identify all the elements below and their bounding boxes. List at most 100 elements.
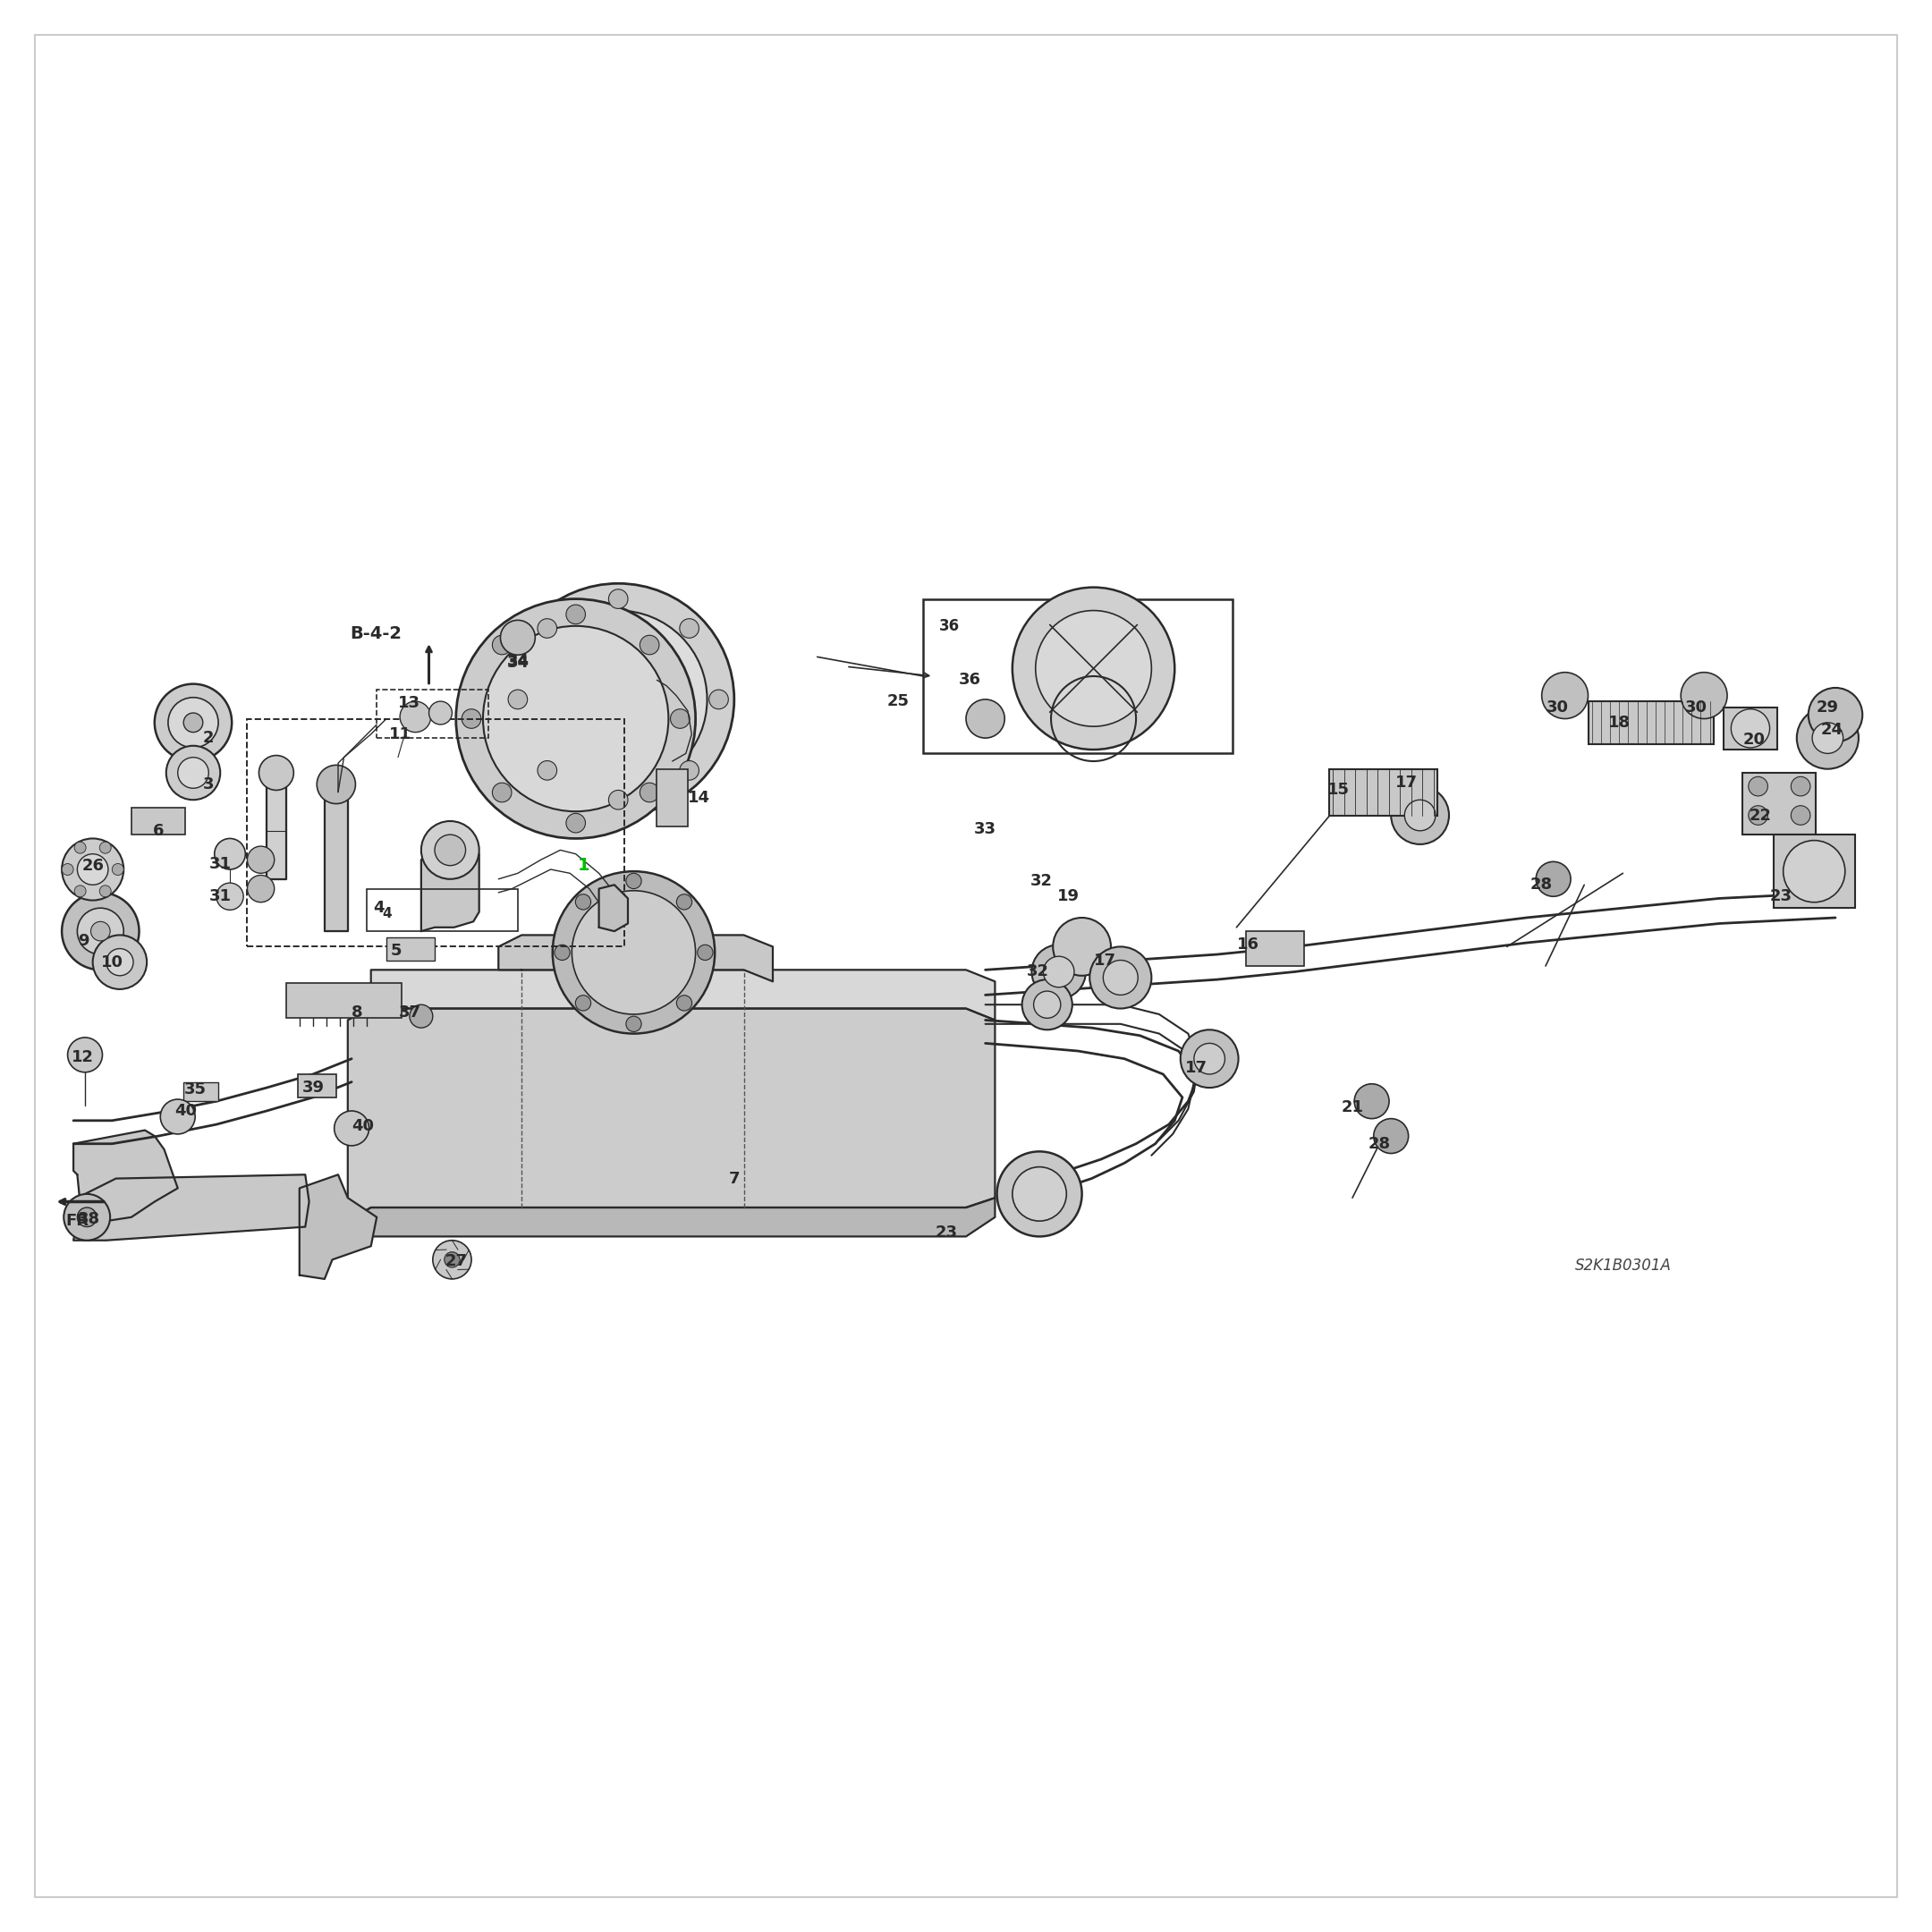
- Circle shape: [247, 875, 274, 902]
- Circle shape: [100, 842, 112, 854]
- Text: 32: 32: [1026, 964, 1049, 980]
- Text: 10: 10: [100, 954, 124, 970]
- Circle shape: [1681, 672, 1727, 719]
- Circle shape: [178, 757, 209, 788]
- Circle shape: [68, 1037, 102, 1072]
- Text: 13: 13: [398, 696, 421, 711]
- Text: 40: 40: [352, 1119, 375, 1134]
- Circle shape: [334, 1111, 369, 1146]
- Circle shape: [676, 995, 692, 1010]
- Text: 28: 28: [1530, 877, 1553, 893]
- Circle shape: [493, 782, 512, 802]
- Text: 23: 23: [935, 1225, 958, 1240]
- Circle shape: [626, 1016, 641, 1032]
- Text: 30: 30: [1546, 699, 1569, 715]
- Bar: [247, 719, 624, 947]
- Circle shape: [77, 1208, 97, 1227]
- Circle shape: [553, 871, 715, 1034]
- Circle shape: [433, 1240, 471, 1279]
- Circle shape: [1405, 800, 1435, 831]
- Circle shape: [168, 697, 218, 748]
- Circle shape: [1012, 587, 1175, 750]
- Text: 4: 4: [383, 908, 392, 920]
- Text: 30: 30: [1685, 699, 1708, 715]
- Text: 23: 23: [1770, 889, 1793, 904]
- Circle shape: [400, 701, 431, 732]
- Circle shape: [483, 626, 668, 811]
- Circle shape: [1043, 956, 1074, 987]
- Text: 17: 17: [1094, 952, 1117, 968]
- Circle shape: [1536, 862, 1571, 896]
- Circle shape: [73, 885, 85, 896]
- Circle shape: [421, 821, 479, 879]
- Text: 20: 20: [1743, 732, 1766, 748]
- Bar: [184, 1082, 218, 1101]
- Text: 3: 3: [203, 777, 214, 792]
- Polygon shape: [371, 970, 995, 1020]
- Text: S2K1B0301A: S2K1B0301A: [1575, 1258, 1671, 1273]
- Circle shape: [639, 782, 659, 802]
- Circle shape: [1053, 918, 1111, 976]
- Circle shape: [566, 605, 585, 624]
- Circle shape: [1103, 960, 1138, 995]
- Circle shape: [680, 618, 699, 638]
- Text: 6: 6: [153, 823, 164, 838]
- Text: 16: 16: [1236, 937, 1260, 952]
- Bar: [367, 889, 518, 931]
- Text: 26: 26: [81, 858, 104, 873]
- Circle shape: [576, 995, 591, 1010]
- Circle shape: [214, 838, 245, 869]
- Text: 34: 34: [506, 653, 529, 668]
- Circle shape: [609, 589, 628, 609]
- Circle shape: [1812, 723, 1843, 753]
- Circle shape: [508, 690, 527, 709]
- Bar: [386, 937, 435, 960]
- Text: 18: 18: [1607, 715, 1631, 730]
- Circle shape: [670, 709, 690, 728]
- Circle shape: [1542, 672, 1588, 719]
- Text: 36: 36: [958, 672, 981, 688]
- Circle shape: [1032, 945, 1086, 999]
- Circle shape: [1036, 611, 1151, 726]
- Text: 40: 40: [174, 1103, 197, 1119]
- Circle shape: [429, 701, 452, 724]
- Text: 21: 21: [1341, 1099, 1364, 1115]
- Bar: [923, 599, 1233, 753]
- Circle shape: [91, 922, 110, 941]
- Circle shape: [493, 636, 512, 655]
- Bar: [1329, 769, 1437, 815]
- Circle shape: [1391, 786, 1449, 844]
- Text: 29: 29: [1816, 699, 1839, 715]
- Circle shape: [184, 713, 203, 732]
- Text: 37: 37: [398, 1005, 421, 1020]
- Text: 31: 31: [209, 889, 232, 904]
- Text: 19: 19: [1057, 889, 1080, 904]
- Circle shape: [1748, 806, 1768, 825]
- Circle shape: [554, 945, 570, 960]
- Circle shape: [456, 599, 696, 838]
- Circle shape: [77, 854, 108, 885]
- Circle shape: [1354, 1084, 1389, 1119]
- Polygon shape: [73, 1175, 309, 1240]
- Circle shape: [1731, 709, 1770, 748]
- Circle shape: [1797, 707, 1859, 769]
- Circle shape: [247, 846, 274, 873]
- Circle shape: [709, 690, 728, 709]
- Text: 22: 22: [1748, 808, 1772, 823]
- Polygon shape: [421, 838, 479, 931]
- Circle shape: [537, 618, 556, 638]
- Polygon shape: [599, 885, 628, 931]
- Text: 11: 11: [388, 726, 412, 742]
- Circle shape: [1034, 991, 1061, 1018]
- Text: 28: 28: [1368, 1136, 1391, 1151]
- Text: 33: 33: [974, 821, 997, 837]
- Polygon shape: [325, 792, 348, 931]
- Circle shape: [62, 838, 124, 900]
- Circle shape: [216, 883, 243, 910]
- Circle shape: [609, 790, 628, 810]
- Bar: [377, 690, 489, 738]
- Text: 24: 24: [1820, 723, 1843, 738]
- Circle shape: [462, 709, 481, 728]
- Text: 8: 8: [352, 1005, 363, 1020]
- Circle shape: [259, 755, 294, 790]
